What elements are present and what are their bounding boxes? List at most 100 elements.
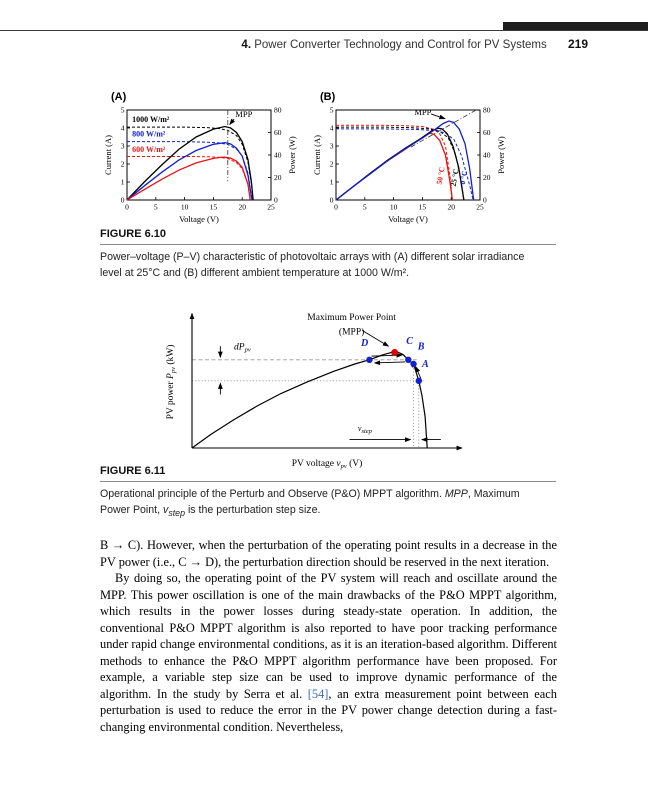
y-axis-left-label: Current (A) [103,135,113,175]
paragraph-2: By doing so, the operating point of the … [100,570,557,735]
svg-text:2: 2 [121,160,125,169]
figure-6-11-caption-text: Operational principle of the Perturb and… [100,487,542,521]
running-header: 4. Power Converter Technology and Contro… [241,37,588,51]
caption-v-italic: v [163,503,169,516]
irradiance-label-600: 600 W/m² [132,145,166,154]
x-axis-ticks: 0 5 10 15 20 25 [125,197,275,212]
operating-point-d [366,356,373,363]
paragraph-1: B → C). However, when the perturbation o… [100,538,557,569]
temp-label-0c: 0 °C [458,170,469,185]
svg-text:2: 2 [330,160,334,169]
arrow-a-to-b [415,365,422,379]
x-axis-label: PV voltage vpv (V) [292,458,363,470]
svg-text:20: 20 [274,173,282,182]
pv-curve-25c [335,127,465,201]
svg-text:0: 0 [121,196,125,205]
temp-label-25c: 25 °C [449,168,461,187]
pv-curve-0c [335,120,475,201]
y-axis-right-ticks: 0 20 40 60 80 [268,106,282,205]
svg-text:15: 15 [210,203,218,212]
plot-frame [335,109,481,201]
svg-text:4: 4 [121,124,125,133]
pv-curve-800 [126,141,253,201]
header-black-bar [503,22,648,30]
oscillation-arrow-left [373,360,406,366]
y-axis-right-label: Power (W) [287,136,297,174]
figure-6-10-panel-b: (B) 0 5 10 15 20 25 0 1 2 3 4 5 0 20 40 60 80 MPP 50 °… [312,91,506,224]
point-label-d: D [360,338,368,349]
svg-text:0: 0 [274,196,278,205]
operating-point-c [405,356,412,363]
oscillation-arrow-right [371,352,403,358]
temp-label-50c: 50 °C [435,166,447,185]
mpp-annotation-line2: (MPP) [339,327,364,338]
svg-text:5: 5 [363,203,367,212]
svg-text:80: 80 [483,106,491,115]
iv-curve-50c [336,124,453,201]
svg-text:25: 25 [476,203,484,212]
x-axis-label: Voltage (V) [179,214,219,224]
dp-label: dPpv [234,342,251,353]
caption-text: is the perturbation step size. [185,503,321,516]
caption-text: Operational principle of the Perturb and… [100,488,445,500]
svg-text:0: 0 [125,203,129,212]
iv-curve-600 [127,155,251,201]
figure-6-11-caption: FIGURE 6.11 Operational principle of the… [100,465,556,521]
mpp-arrow [229,118,236,126]
y-axis-right-label: Power (W) [496,136,506,174]
body-text: B → C). However, when the perturbation o… [100,537,557,735]
paragraph-2-text: By doing so, the operating point of the … [100,571,557,701]
chapter-number: 4. [241,39,252,51]
mpp-pointer-arrow [361,330,390,347]
svg-text:1: 1 [121,178,125,187]
svg-text:40: 40 [483,151,491,160]
svg-text:20: 20 [483,173,491,182]
svg-text:0: 0 [334,203,338,212]
iv-curve-25c [336,126,465,201]
y-axis-left-ticks: 0 1 2 3 4 5 [330,106,339,205]
svg-text:10: 10 [390,203,398,212]
svg-text:10: 10 [181,203,189,212]
point-label-b: B [417,341,425,352]
pv-curve-1000 [126,125,254,201]
mpp-locus-line [410,109,478,148]
y-axis-left-label: Current (A) [312,135,322,175]
svg-text:3: 3 [330,142,334,151]
svg-text:4: 4 [330,124,334,133]
pv-curve-600 [126,156,251,201]
svg-text:0: 0 [330,196,334,205]
mpp-annotation-line1: Maximum Power Point [307,313,396,323]
mpp-point [391,348,399,356]
point-label-a: A [421,359,429,370]
caption-text: , Maximum Power Point, [100,488,520,516]
vstep-label: vstep [358,424,373,435]
panel-a-label: (A) [111,91,127,103]
svg-text:20: 20 [238,203,246,212]
svg-text:60: 60 [483,128,491,137]
svg-text:0: 0 [483,196,487,205]
svg-text:60: 60 [274,128,282,137]
svg-text:3: 3 [121,142,125,151]
mpp-label: MPP [235,109,252,119]
svg-text:15: 15 [419,203,427,212]
caption-rule [100,244,556,245]
figure-6-10-heading: FIGURE 6.10 [100,228,167,240]
figure-6-11-diagram: D C B A Maximum Power Point (MPP) dPpv v… [165,312,463,470]
citation-54-link[interactable]: [54] [307,686,329,701]
svg-text:5: 5 [330,106,334,115]
mpp-label: MPP [414,107,431,117]
mpp-arrow [430,113,446,120]
paragraph-2-text: , an extra measurement point between eac… [100,686,557,734]
pv-curve-50c [335,132,453,201]
figure-6-11: D C B A Maximum Power Point (MPP) dPpv v… [160,302,500,479]
svg-text:25: 25 [267,203,275,212]
panel-b-label: (B) [320,91,336,103]
point-label-c: C [406,336,413,347]
iv-curve-0c [336,128,474,201]
y-axis-left-ticks: 0 1 2 3 4 5 [121,106,130,205]
svg-text:80: 80 [274,106,282,115]
y-axis-right-ticks: 0 20 40 60 80 [477,106,491,205]
svg-text:20: 20 [447,203,455,212]
caption-rule [100,481,556,482]
